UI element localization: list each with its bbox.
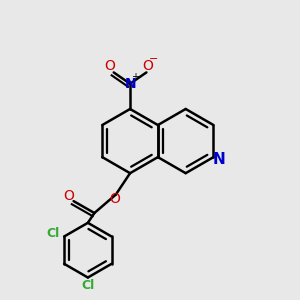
Text: O: O	[105, 59, 116, 73]
Text: O: O	[142, 59, 153, 73]
Text: N: N	[124, 77, 136, 91]
Text: Cl: Cl	[81, 279, 94, 292]
Text: O: O	[63, 189, 74, 203]
Text: O: O	[110, 192, 120, 206]
Text: Cl: Cl	[46, 227, 59, 240]
Text: N: N	[212, 152, 225, 167]
Text: +: +	[131, 72, 140, 82]
Text: −: −	[149, 54, 158, 64]
